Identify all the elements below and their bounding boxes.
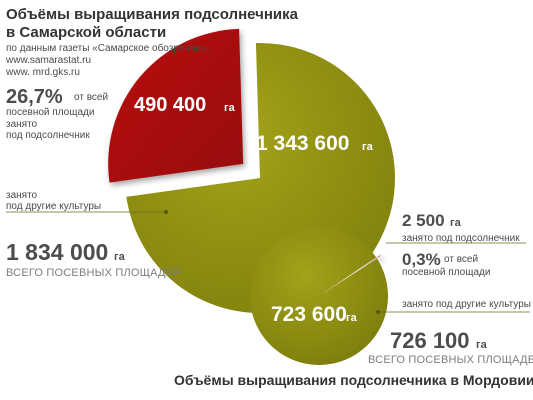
mordovia-other-value: 723 600: [271, 303, 347, 326]
source-line-1: по данным газеты «Самарское обозрение»,: [6, 42, 209, 54]
mordovia-title: Объёмы выращивания подсолнечника в Мордо…: [174, 372, 533, 388]
pie-slice-sunflower: [322, 253, 382, 294]
mordovia-share-text-2: посевной площади: [402, 267, 490, 278]
mordovia-sunflower-value: 2 500: [402, 211, 445, 230]
mordovia-other-leader-dot: [376, 310, 380, 314]
mordovia-sunflower-label: занято под подсолнечник: [402, 233, 520, 244]
samara-total-value: 1 834 000: [6, 239, 108, 265]
mordovia-pie: [249, 226, 388, 365]
mordovia-other-unit: га: [346, 312, 358, 324]
mordovia-other-label: занято под другие культуры: [402, 299, 531, 310]
mordovia-share-text-1: от всей: [444, 254, 478, 265]
samara-total-unit: га: [114, 251, 126, 263]
samara-other-label-2: под другие культуры: [6, 201, 101, 212]
pie-slice-sunflower: [108, 28, 244, 183]
pie-slice-other-crops: [249, 226, 388, 365]
samara-title-line1: Объёмы выращивания подсолнечника: [6, 6, 299, 23]
mordovia-total-unit: га: [476, 339, 488, 351]
samara-sunflower-unit: га: [224, 102, 236, 114]
samara-share-text-2: посевной площади: [6, 107, 94, 118]
source-line-2: www.samarastat.ru: [5, 55, 91, 66]
samara-sunflower-label-2: под подсолнечник: [6, 130, 90, 141]
samara-title-line2: в Самарской области: [6, 24, 166, 41]
mordovia-share-value: 0,3%: [402, 250, 441, 269]
source-line-3: www. mrd.gks.ru: [5, 67, 80, 78]
mordovia-sunflower-unit: га: [450, 217, 462, 229]
samara-sunflower-value: 490 400: [134, 94, 206, 116]
samara-total-label: ВСЕГО ПОСЕВНЫХ ПЛОЩАДЕЙ: [6, 266, 181, 279]
samara-share-value: 26,7%: [6, 86, 63, 108]
samara-other-label-1: занято: [6, 190, 38, 201]
mordovia-total-value: 726 100: [390, 328, 470, 353]
samara-share-text-1: от всей: [74, 92, 108, 103]
samara-other-value: 1 343 600: [256, 132, 349, 155]
samara-sunflower-label-1: занято: [6, 119, 38, 130]
samara-other-unit: га: [362, 141, 374, 153]
mordovia-total-label: ВСЕГО ПОСЕВНЫХ ПЛОЩАДЕЙ: [368, 353, 533, 366]
samara-other-leader-dot: [163, 209, 169, 215]
